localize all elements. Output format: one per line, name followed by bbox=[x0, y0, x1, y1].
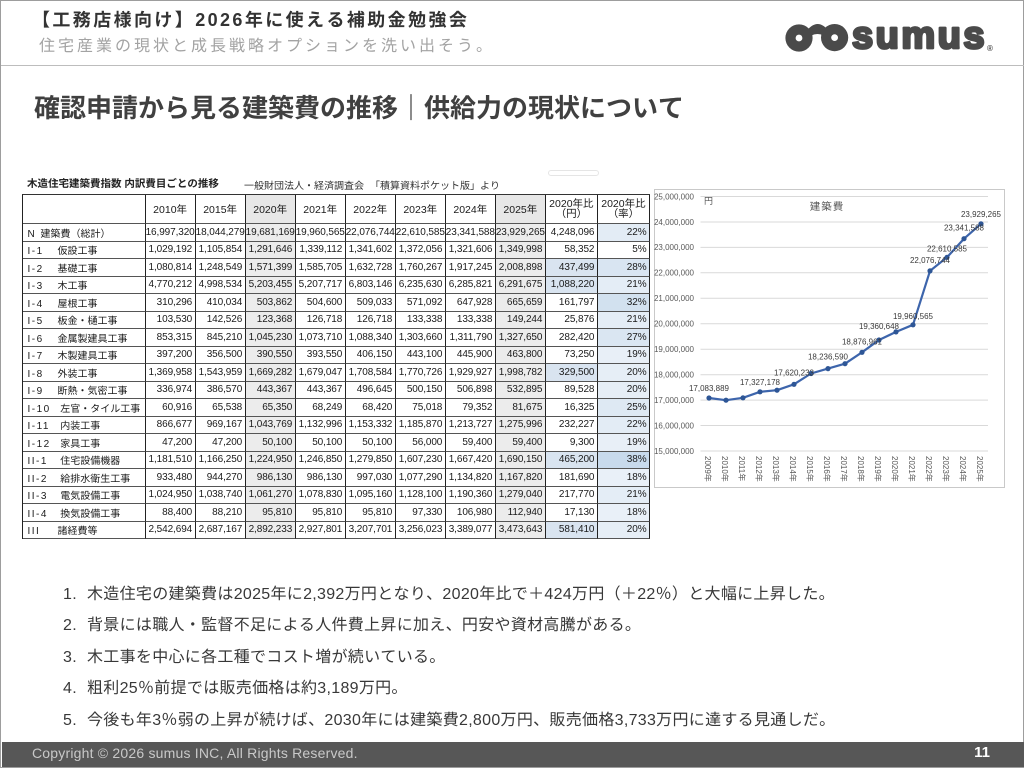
svg-text:2022年: 2022年 bbox=[924, 456, 933, 482]
svg-text:20,000,000: 20,000,000 bbox=[654, 320, 695, 329]
svg-text:17,620,233: 17,620,233 bbox=[774, 368, 815, 377]
svg-text:23,000,000: 23,000,000 bbox=[654, 243, 695, 252]
svg-text:23,341,588: 23,341,588 bbox=[944, 224, 985, 233]
svg-text:2016年: 2016年 bbox=[822, 456, 831, 482]
svg-text:19,960,565: 19,960,565 bbox=[893, 312, 934, 321]
svg-text:2011年: 2011年 bbox=[737, 456, 746, 481]
svg-text:22,610,585: 22,610,585 bbox=[927, 244, 968, 253]
svg-text:2024年: 2024年 bbox=[958, 456, 967, 482]
svg-text:2014年: 2014年 bbox=[788, 456, 797, 482]
svg-text:2015年: 2015年 bbox=[805, 456, 814, 482]
svg-text:21,000,000: 21,000,000 bbox=[654, 294, 695, 303]
svg-text:建築費: 建築費 bbox=[810, 201, 845, 213]
svg-text:2009年: 2009年 bbox=[703, 456, 712, 482]
svg-text:2017年: 2017年 bbox=[839, 456, 848, 482]
svg-text:2018年: 2018年 bbox=[856, 456, 865, 482]
svg-text:2023年: 2023年 bbox=[941, 456, 950, 482]
svg-text:2025年: 2025年 bbox=[975, 456, 984, 482]
svg-text:15,000,000: 15,000,000 bbox=[654, 447, 695, 456]
svg-text:®: ® bbox=[987, 44, 993, 53]
svg-text:2012年: 2012年 bbox=[754, 456, 763, 482]
svg-text:23,929,265: 23,929,265 bbox=[961, 210, 1002, 219]
svg-text:18,000,000: 18,000,000 bbox=[654, 371, 695, 380]
svg-text:17,327,178: 17,327,178 bbox=[740, 378, 781, 387]
svg-text:2013年: 2013年 bbox=[771, 456, 780, 482]
svg-text:22,076,744: 22,076,744 bbox=[910, 256, 951, 265]
svg-text:2010年: 2010年 bbox=[720, 456, 729, 482]
svg-text:18,236,590: 18,236,590 bbox=[808, 353, 849, 362]
svg-text:19,000,000: 19,000,000 bbox=[654, 345, 695, 354]
svg-text:24,000,000: 24,000,000 bbox=[654, 218, 695, 227]
svg-text:22,000,000: 22,000,000 bbox=[654, 269, 695, 278]
svg-text:17,000,000: 17,000,000 bbox=[654, 396, 695, 405]
svg-text:19,360,648: 19,360,648 bbox=[859, 322, 900, 331]
svg-text:16,000,000: 16,000,000 bbox=[654, 421, 695, 430]
svg-text:2021年: 2021年 bbox=[907, 456, 916, 482]
svg-text:sumus: sumus bbox=[852, 15, 987, 57]
svg-text:18,876,961: 18,876,961 bbox=[842, 337, 883, 346]
svg-text:2019年: 2019年 bbox=[873, 456, 882, 482]
svg-text:25,000,000: 25,000,000 bbox=[654, 192, 695, 201]
svg-text:17,083,889: 17,083,889 bbox=[689, 384, 730, 393]
svg-text:2020年: 2020年 bbox=[890, 456, 899, 482]
svg-text:円: 円 bbox=[704, 196, 713, 206]
